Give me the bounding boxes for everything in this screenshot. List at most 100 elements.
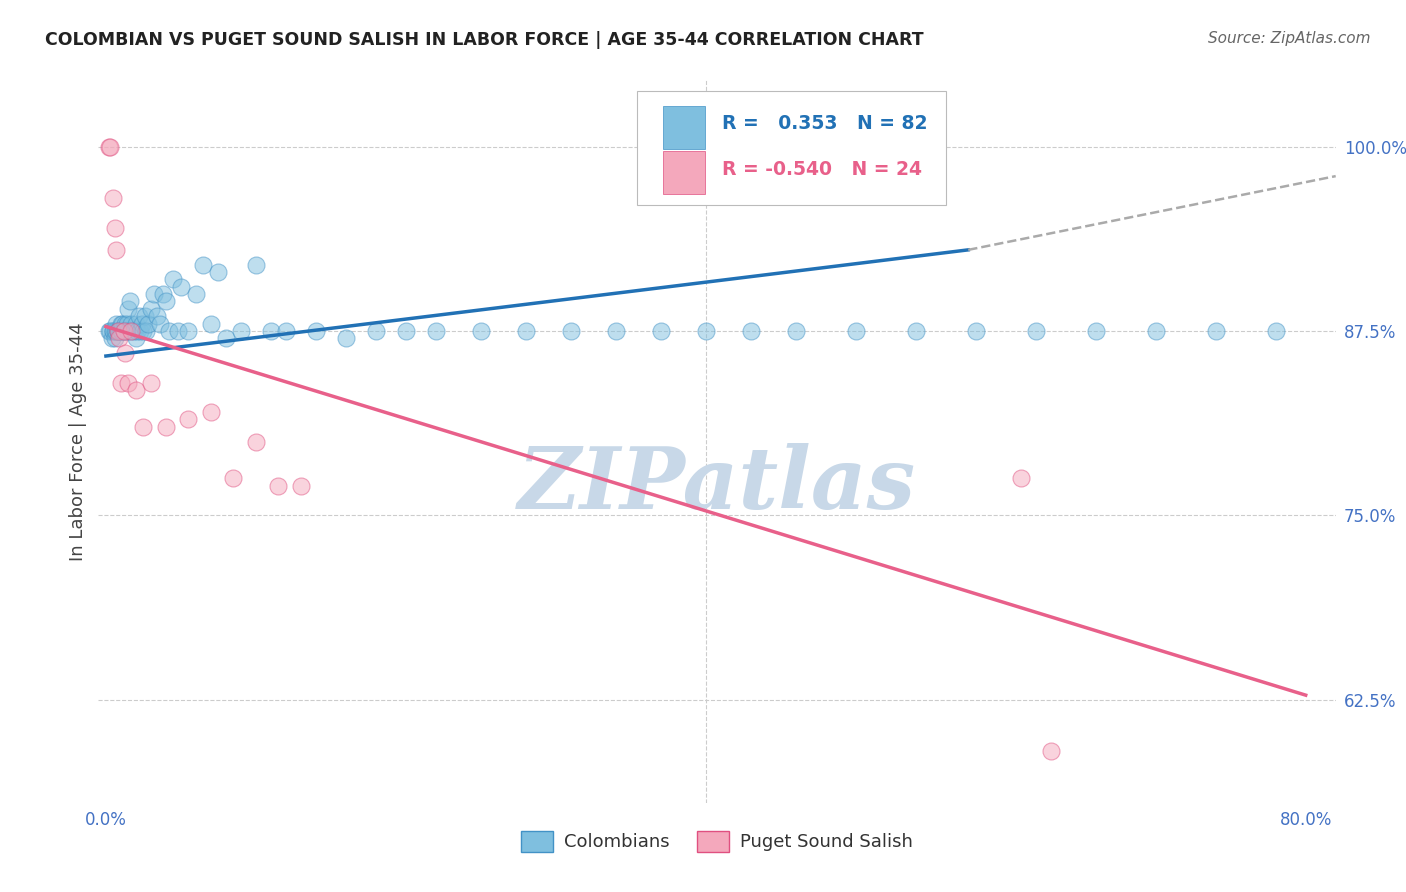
Point <box>128 309 150 323</box>
Point <box>103 324 125 338</box>
Point <box>605 324 627 338</box>
Point <box>97 139 120 153</box>
Point <box>112 324 135 338</box>
Point <box>131 317 153 331</box>
Point <box>139 376 162 390</box>
Point <box>1264 324 1286 338</box>
Point <box>157 324 180 338</box>
Point <box>229 324 252 338</box>
Point <box>125 331 148 345</box>
Point <box>111 324 134 338</box>
Point <box>97 324 120 338</box>
Point <box>200 405 222 419</box>
Point <box>200 317 222 331</box>
Point <box>305 324 328 338</box>
Point <box>129 324 152 338</box>
Point <box>100 139 122 153</box>
Point <box>105 324 128 338</box>
Point <box>135 324 157 338</box>
Point <box>108 331 131 345</box>
Point <box>335 331 357 345</box>
Point <box>117 324 139 338</box>
Text: R = -0.540   N = 24: R = -0.540 N = 24 <box>723 160 922 178</box>
Point <box>139 301 162 316</box>
Point <box>104 220 127 235</box>
Point <box>650 324 672 338</box>
Point <box>104 324 127 338</box>
Point <box>515 324 537 338</box>
Point <box>117 376 139 390</box>
Point <box>107 324 129 338</box>
Point <box>125 383 148 397</box>
Point <box>118 324 141 338</box>
Point <box>114 324 136 338</box>
Point <box>470 324 492 338</box>
Point <box>222 471 245 485</box>
Point <box>1144 324 1167 338</box>
Point <box>904 324 927 338</box>
Point <box>142 287 165 301</box>
Point <box>425 324 447 338</box>
Point <box>1010 471 1032 485</box>
Text: COLOMBIAN VS PUGET SOUND SALISH IN LABOR FORCE | AGE 35-44 CORRELATION CHART: COLOMBIAN VS PUGET SOUND SALISH IN LABOR… <box>45 31 924 49</box>
Point <box>260 324 283 338</box>
Point <box>105 317 128 331</box>
Point <box>127 324 149 338</box>
Legend: Colombians, Puget Sound Salish: Colombians, Puget Sound Salish <box>513 823 921 859</box>
Point <box>122 324 145 338</box>
Point <box>170 279 193 293</box>
Point <box>114 346 136 360</box>
Point <box>118 294 141 309</box>
Point <box>152 287 174 301</box>
Point <box>111 317 134 331</box>
Point <box>146 309 169 323</box>
Text: Source: ZipAtlas.com: Source: ZipAtlas.com <box>1208 31 1371 46</box>
Point <box>184 287 207 301</box>
Point <box>125 317 148 331</box>
Point <box>267 479 290 493</box>
Point <box>117 301 139 316</box>
Point <box>364 324 387 338</box>
Point <box>100 324 122 338</box>
Point <box>155 419 177 434</box>
Point <box>136 317 159 331</box>
Point <box>115 324 138 338</box>
Point <box>104 331 127 345</box>
Point <box>105 243 128 257</box>
Point <box>108 324 131 338</box>
Point <box>132 419 155 434</box>
Point <box>785 324 807 338</box>
Point <box>1025 324 1047 338</box>
Point <box>395 324 418 338</box>
Point <box>162 272 184 286</box>
Point <box>110 317 132 331</box>
Point <box>108 324 131 338</box>
FancyBboxPatch shape <box>662 105 704 149</box>
Point <box>177 324 200 338</box>
Point <box>101 331 124 345</box>
Point <box>965 324 987 338</box>
Point <box>110 324 132 338</box>
Y-axis label: In Labor Force | Age 35-44: In Labor Force | Age 35-44 <box>69 322 87 561</box>
Point <box>845 324 868 338</box>
Point <box>1205 324 1227 338</box>
Point <box>149 317 172 331</box>
Point <box>290 479 312 493</box>
Point <box>114 317 136 331</box>
FancyBboxPatch shape <box>637 91 946 205</box>
Point <box>167 324 190 338</box>
Point <box>115 317 138 331</box>
Point <box>120 324 142 338</box>
Point <box>103 324 125 338</box>
Point <box>110 376 132 390</box>
Point <box>110 324 132 338</box>
Point <box>112 324 135 338</box>
Point <box>134 309 156 323</box>
Point <box>207 265 229 279</box>
Point <box>1039 744 1062 758</box>
Text: R =   0.353   N = 82: R = 0.353 N = 82 <box>723 114 928 133</box>
Point <box>1084 324 1107 338</box>
Point <box>155 294 177 309</box>
Point <box>120 317 142 331</box>
Point <box>177 412 200 426</box>
